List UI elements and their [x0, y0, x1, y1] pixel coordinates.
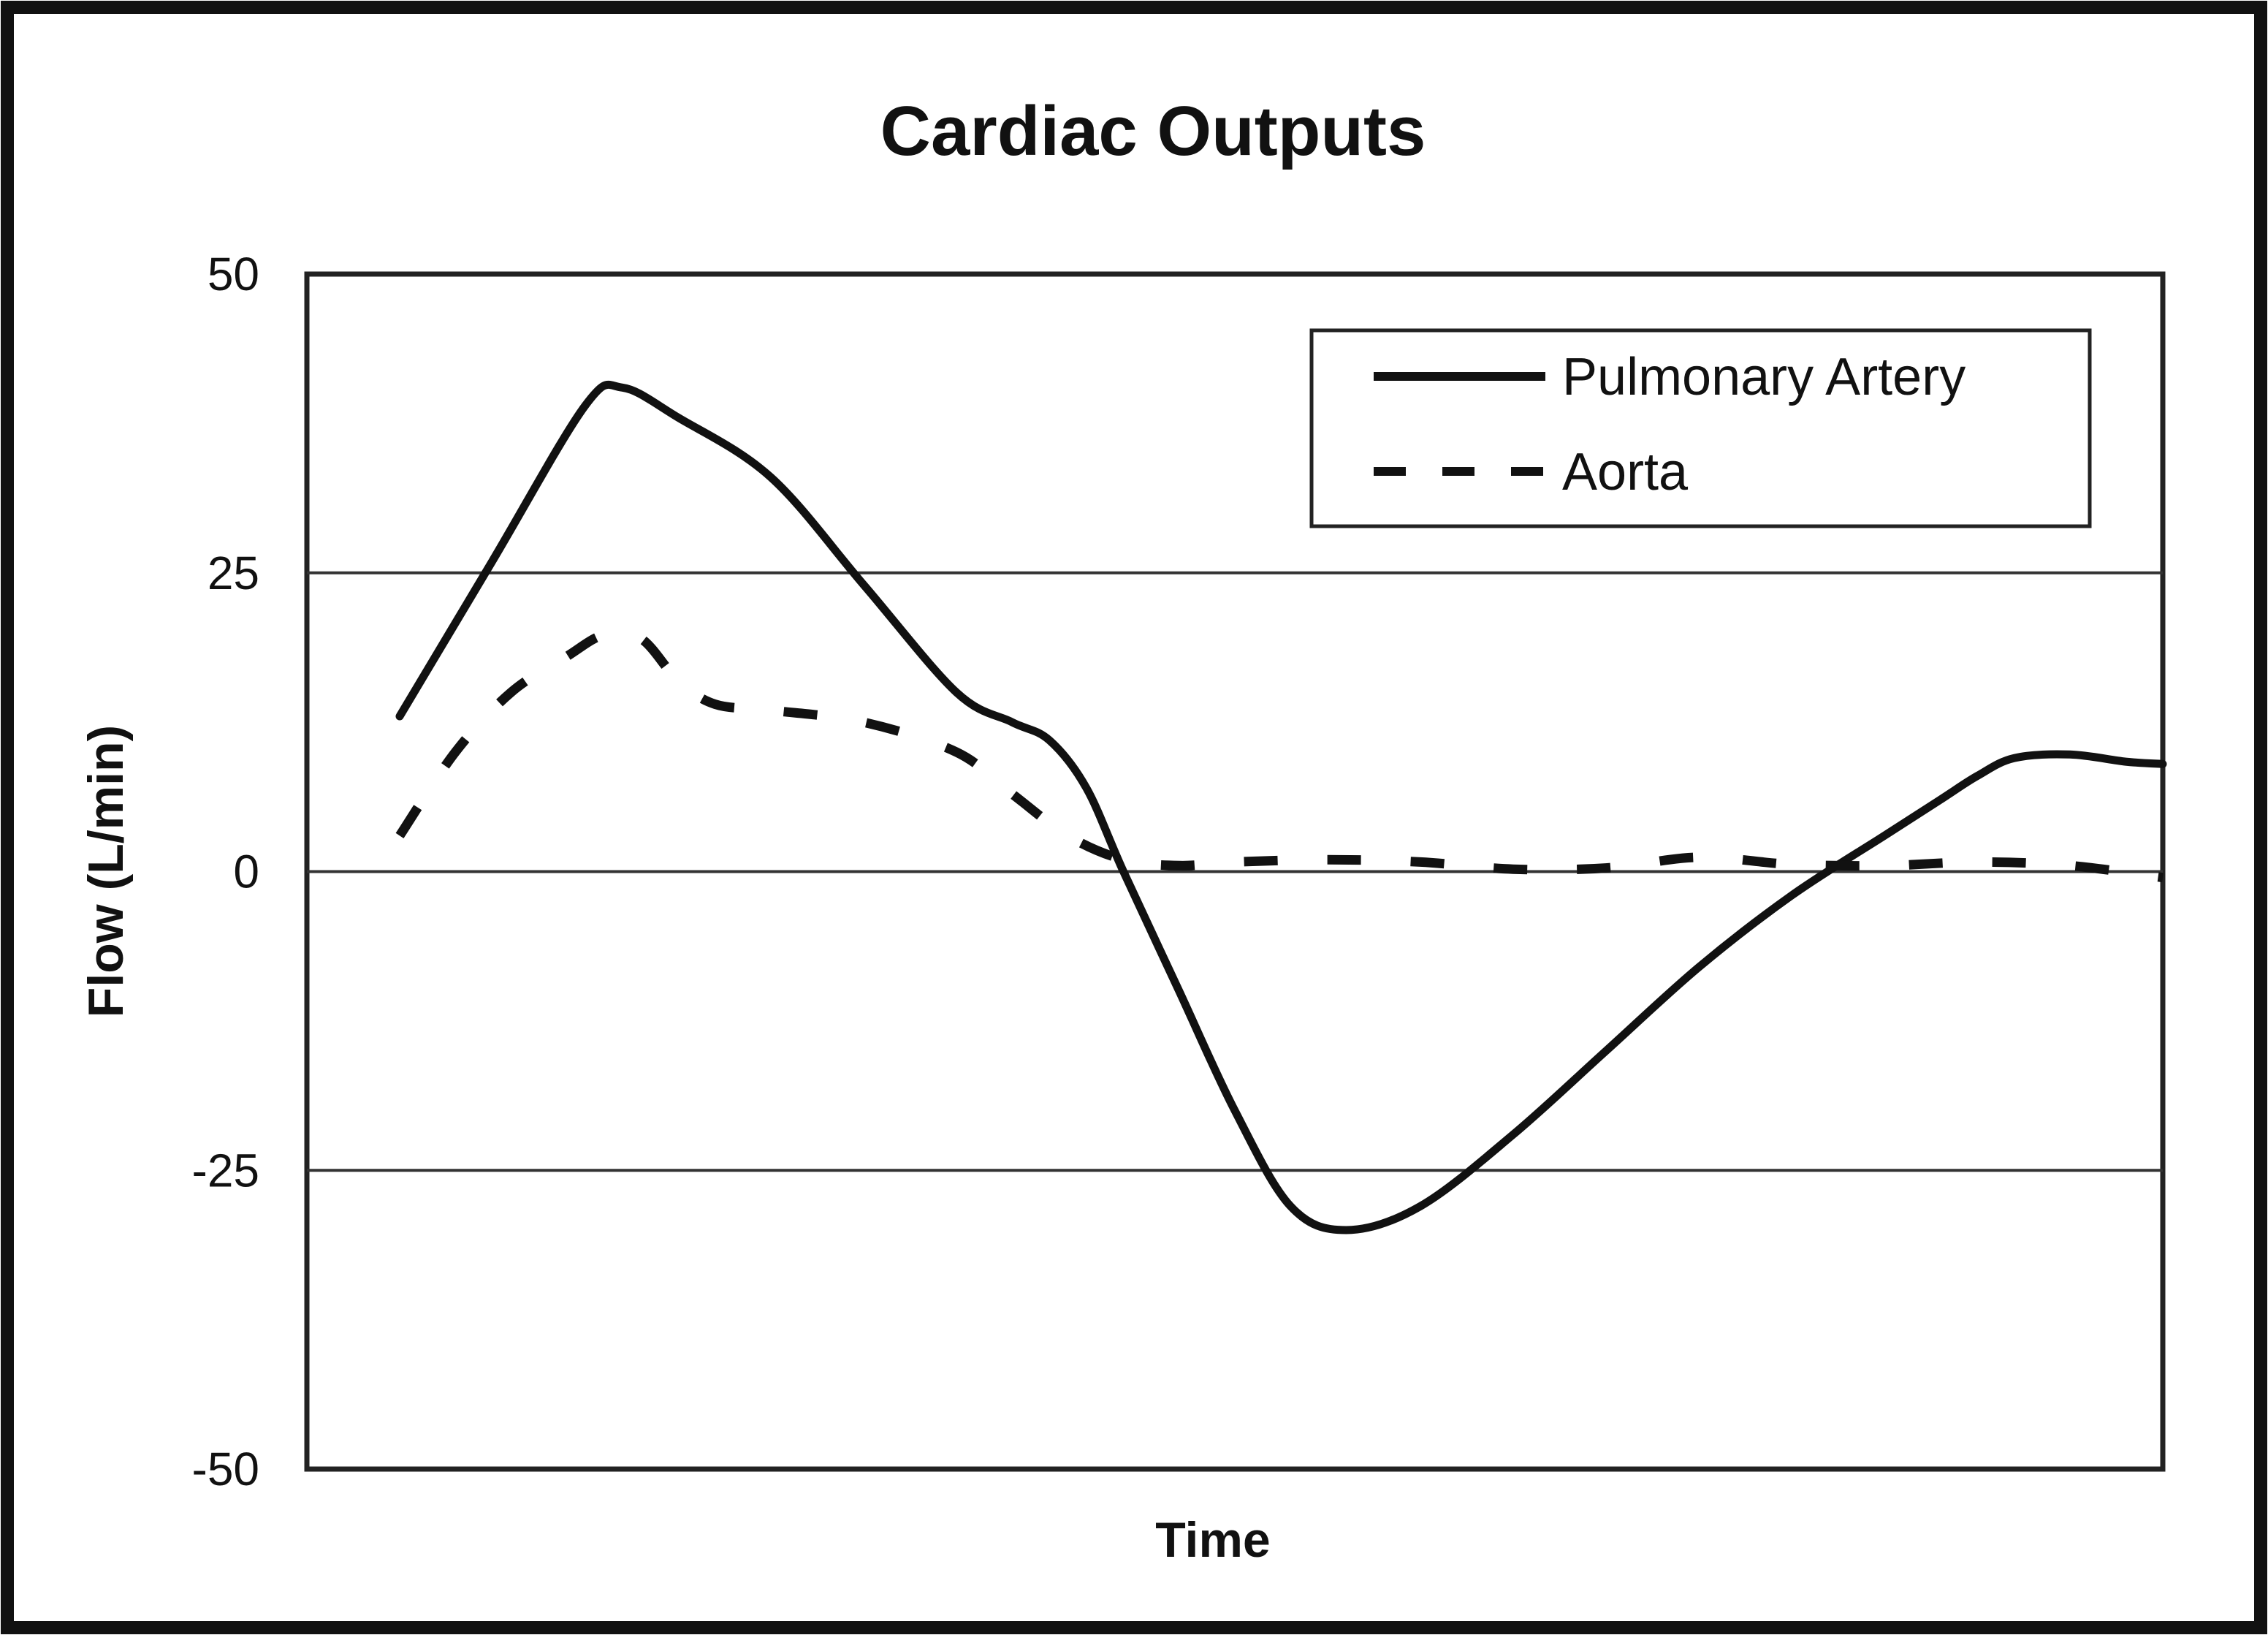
series-line-pulmonary-artery: [395, 380, 2167, 1234]
y-tick-label: 25: [208, 547, 259, 599]
y-tick-label: -50: [192, 1443, 260, 1495]
series-layer: [395, 380, 2167, 1234]
y-axis-label: Flow (L/min): [78, 725, 134, 1017]
y-tick-label: 0: [233, 846, 259, 898]
y-tick-labels: 50 25 0 -25 -50: [192, 248, 260, 1495]
legend-box: [1309, 328, 2092, 528]
x-axis-label: Time: [1155, 1512, 1270, 1568]
legend-label-pulmonary-artery: Pulmonary Artery: [1562, 348, 1966, 406]
legend-label-aorta: Aorta: [1562, 443, 1689, 501]
gridlines: [307, 571, 2163, 1172]
y-tick-label: 50: [208, 248, 259, 300]
y-tick-label: -25: [192, 1144, 260, 1196]
legend: Pulmonary Artery Aorta: [1309, 328, 2092, 528]
chart-title: Cardiac Outputs: [880, 92, 1426, 170]
